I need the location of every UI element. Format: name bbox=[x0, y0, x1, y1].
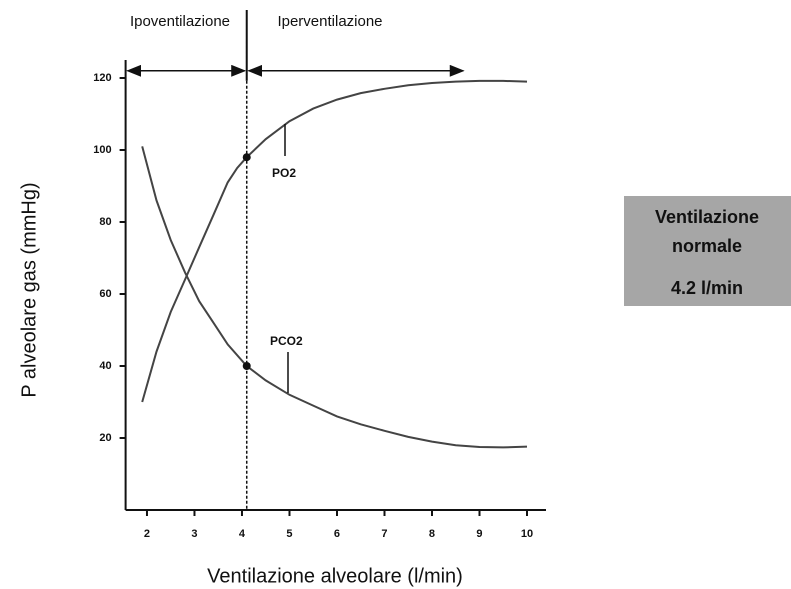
y-tick-label: 100 bbox=[93, 144, 111, 156]
range-label: Ipoventilazione bbox=[130, 13, 230, 30]
y-tick-label: 40 bbox=[99, 360, 111, 372]
y-tick-label: 80 bbox=[99, 216, 111, 228]
x-tick-label: 2 bbox=[144, 528, 150, 540]
y-tick-label: 20 bbox=[99, 432, 111, 444]
info-line: 4.2 l/min bbox=[671, 278, 743, 298]
y-tick-label: 60 bbox=[99, 288, 111, 300]
range-label: Iperventilazione bbox=[277, 13, 382, 30]
x-axis-label: Ventilazione alveolare (l/min) bbox=[207, 565, 463, 587]
x-tick-label: 9 bbox=[476, 528, 482, 540]
series-line bbox=[141, 146, 528, 449]
x-tick-label: 7 bbox=[381, 528, 387, 540]
series-label: PCO2 bbox=[270, 334, 303, 348]
x-tick-label: 8 bbox=[429, 528, 435, 540]
info-box bbox=[624, 196, 791, 306]
info-line: normale bbox=[672, 236, 742, 256]
x-tick-label: 10 bbox=[521, 528, 533, 540]
x-tick-label: 4 bbox=[239, 528, 246, 540]
x-tick-label: 6 bbox=[334, 528, 340, 540]
x-tick-label: 5 bbox=[286, 528, 292, 540]
series-label: PO2 bbox=[272, 166, 296, 180]
x-tick-label: 3 bbox=[191, 528, 197, 540]
y-axis-label: P alveolare gas (mmHg) bbox=[18, 182, 40, 397]
series-line bbox=[141, 79, 528, 403]
point bbox=[242, 362, 251, 370]
point bbox=[242, 153, 251, 162]
y-tick-label: 120 bbox=[93, 72, 111, 84]
info-line: Ventilazione bbox=[655, 207, 759, 227]
